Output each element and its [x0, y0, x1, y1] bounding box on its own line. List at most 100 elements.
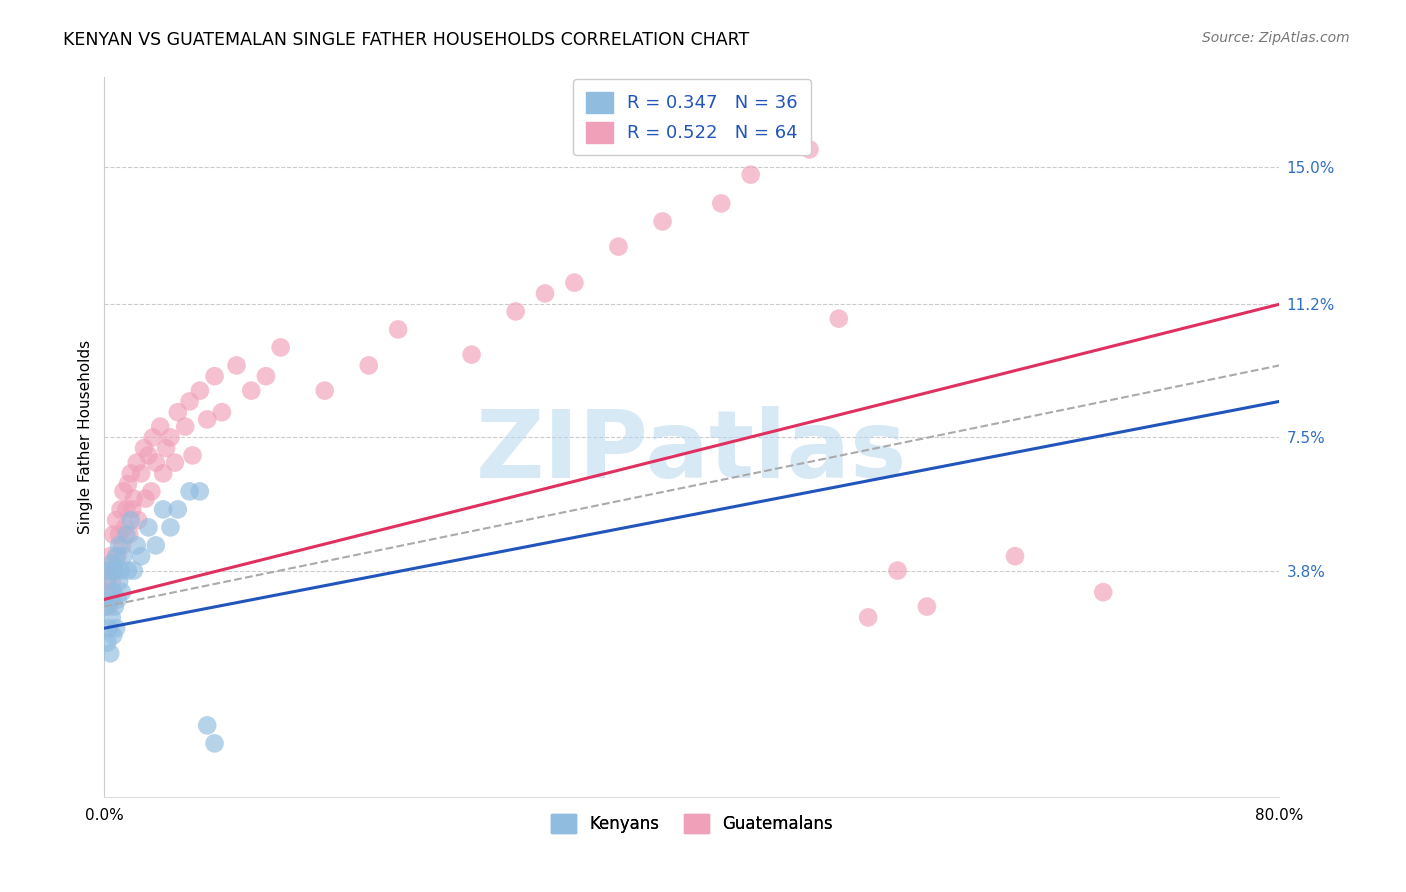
- Point: [740, 168, 762, 182]
- Point: [651, 214, 673, 228]
- Point: [163, 456, 186, 470]
- Point: [98, 549, 121, 564]
- Point: [607, 239, 630, 253]
- Point: [104, 599, 127, 614]
- Point: [856, 610, 879, 624]
- Point: [107, 592, 129, 607]
- Point: [118, 527, 141, 541]
- Point: [105, 621, 128, 635]
- Point: [114, 520, 136, 534]
- Point: [104, 564, 127, 578]
- Point: [107, 549, 129, 564]
- Point: [314, 384, 336, 398]
- Point: [159, 520, 181, 534]
- Point: [145, 538, 167, 552]
- Point: [387, 322, 409, 336]
- Point: [125, 538, 148, 552]
- Point: [105, 513, 128, 527]
- Point: [254, 369, 277, 384]
- Point: [108, 538, 131, 552]
- Point: [96, 574, 118, 589]
- Point: [710, 196, 733, 211]
- Point: [96, 564, 118, 578]
- Point: [138, 520, 160, 534]
- Point: [204, 369, 226, 384]
- Point: [96, 635, 118, 649]
- Point: [117, 564, 139, 578]
- Point: [886, 564, 908, 578]
- Point: [225, 359, 247, 373]
- Point: [129, 467, 152, 481]
- Point: [98, 646, 121, 660]
- Point: [97, 621, 120, 635]
- Point: [125, 456, 148, 470]
- Point: [108, 574, 131, 589]
- Point: [103, 527, 125, 541]
- Text: Source: ZipAtlas.com: Source: ZipAtlas.com: [1202, 31, 1350, 45]
- Point: [534, 286, 557, 301]
- Point: [98, 592, 121, 607]
- Point: [142, 430, 165, 444]
- Point: [270, 340, 292, 354]
- Point: [152, 467, 174, 481]
- Point: [115, 527, 138, 541]
- Point: [505, 304, 527, 318]
- Point: [460, 348, 482, 362]
- Point: [145, 456, 167, 470]
- Point: [103, 585, 125, 599]
- Point: [97, 599, 120, 614]
- Point: [1092, 585, 1115, 599]
- Point: [179, 484, 201, 499]
- Legend: Kenyans, Guatemalans: Kenyans, Guatemalans: [541, 804, 844, 843]
- Point: [138, 449, 160, 463]
- Point: [110, 502, 132, 516]
- Point: [915, 599, 938, 614]
- Point: [120, 513, 142, 527]
- Point: [94, 599, 117, 614]
- Point: [166, 502, 188, 516]
- Point: [129, 549, 152, 564]
- Point: [155, 441, 177, 455]
- Point: [100, 610, 122, 624]
- Point: [97, 564, 120, 578]
- Point: [564, 276, 586, 290]
- Point: [121, 502, 143, 516]
- Point: [174, 419, 197, 434]
- Point: [103, 628, 125, 642]
- Point: [357, 359, 380, 373]
- Point: [94, 585, 117, 599]
- Point: [179, 394, 201, 409]
- Point: [105, 549, 128, 564]
- Point: [127, 513, 149, 527]
- Point: [195, 412, 218, 426]
- Point: [141, 484, 163, 499]
- Point: [149, 419, 172, 434]
- Point: [110, 564, 132, 578]
- Point: [112, 549, 135, 564]
- Point: [211, 405, 233, 419]
- Point: [159, 430, 181, 444]
- Point: [240, 384, 263, 398]
- Point: [115, 502, 138, 516]
- Point: [122, 491, 145, 506]
- Point: [152, 502, 174, 516]
- Point: [132, 441, 155, 455]
- Point: [100, 574, 122, 589]
- Point: [166, 405, 188, 419]
- Point: [1004, 549, 1026, 564]
- Point: [188, 384, 211, 398]
- Point: [828, 311, 851, 326]
- Point: [195, 718, 218, 732]
- Point: [799, 143, 821, 157]
- Text: KENYAN VS GUATEMALAN SINGLE FATHER HOUSEHOLDS CORRELATION CHART: KENYAN VS GUATEMALAN SINGLE FATHER HOUSE…: [63, 31, 749, 49]
- Point: [181, 449, 204, 463]
- Point: [122, 564, 145, 578]
- Point: [111, 538, 134, 552]
- Text: ZIPatlas: ZIPatlas: [477, 406, 908, 498]
- Point: [100, 557, 122, 571]
- Point: [112, 484, 135, 499]
- Point: [188, 484, 211, 499]
- Point: [134, 491, 156, 506]
- Point: [117, 477, 139, 491]
- Y-axis label: Single Father Households: Single Father Households: [79, 341, 93, 534]
